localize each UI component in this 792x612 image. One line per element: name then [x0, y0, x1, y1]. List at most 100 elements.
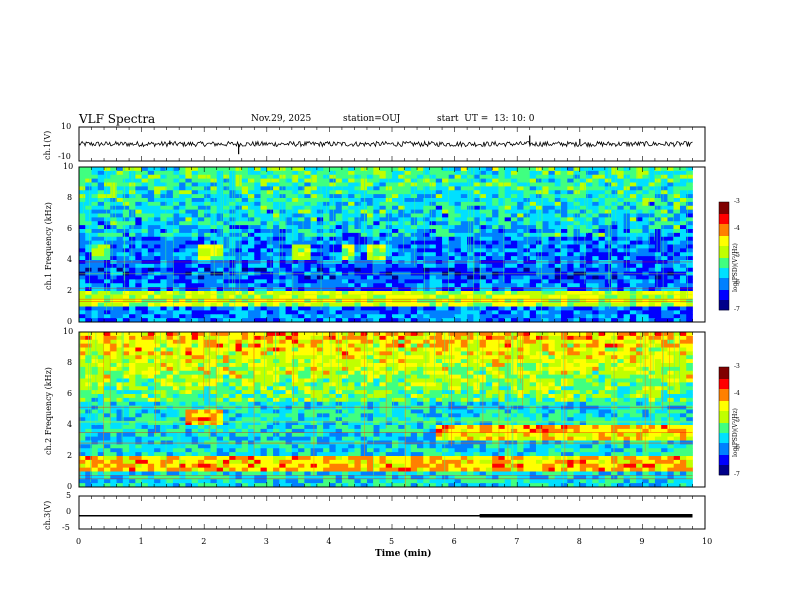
spectrogram-cell [298, 225, 305, 230]
spectrogram-cell [179, 374, 186, 379]
spectrogram-cell [554, 205, 562, 211]
spectrogram-cell [222, 267, 230, 273]
spectrogram-cell [604, 178, 612, 183]
spectrogram-cell [398, 314, 405, 319]
spectrogram-cell [172, 475, 180, 480]
spectrogram-cell [604, 217, 612, 222]
spectrogram-cell [79, 205, 86, 211]
spectrogram-cell [260, 256, 268, 261]
spectrogram-cell [104, 248, 111, 253]
spectrogram-cell [154, 463, 161, 469]
spectrogram-cell [79, 252, 86, 257]
spectrogram-cell [110, 267, 117, 273]
spectrogram-cell [260, 186, 268, 191]
spectrogram-cell [398, 298, 405, 304]
spectrogram-cell [172, 178, 180, 183]
spectrogram-cell [510, 190, 518, 195]
spectrogram-cell [185, 170, 193, 176]
spectrogram-cell [122, 374, 130, 379]
spectrogram-cell [79, 475, 86, 480]
spectrogram-cell [329, 291, 337, 296]
spectrogram-cell [617, 213, 625, 218]
spectrogram-cell [141, 339, 149, 345]
spectrogram-cell [204, 209, 211, 214]
spectrogram-cell [91, 198, 99, 203]
spectrogram-cell [248, 194, 255, 199]
spectrogram-cell [323, 229, 330, 234]
spectrogram-cell [110, 456, 117, 461]
spectrogram-cell [329, 283, 337, 288]
spectrogram-cell [410, 314, 418, 319]
spectrogram-cell [179, 432, 186, 438]
spectrogram-cell [442, 213, 449, 218]
spectrogram-cell [222, 275, 230, 280]
spectrogram-cell [686, 229, 693, 234]
spectrogram-cell [216, 221, 224, 226]
spectrogram-cell [110, 366, 117, 372]
spectrogram-cell [435, 232, 443, 238]
spectrogram-cell [91, 351, 99, 356]
spectrogram-cell [548, 287, 556, 292]
spectrogram-cell [673, 190, 681, 195]
spectrogram-cell [141, 302, 149, 307]
spectrogram-cell [154, 459, 161, 465]
spectrogram-cell [129, 479, 136, 484]
spectrogram-cell [629, 283, 637, 288]
spectrogram-cell [204, 205, 211, 211]
spectrogram-cell [592, 314, 599, 319]
spectrogram-cell [197, 302, 205, 307]
spectrogram-cell [661, 302, 668, 307]
spectrogram-cell [454, 287, 462, 292]
spectrogram-cell [404, 318, 412, 323]
spectrogram-cell [160, 236, 168, 242]
spectrogram-cell [498, 240, 506, 245]
spectrogram-cell [460, 209, 468, 214]
spectrogram-cell [172, 425, 180, 430]
spectrogram-cell [172, 291, 180, 296]
spectrogram-cell [204, 448, 211, 453]
spectrogram-cell [379, 194, 387, 199]
spectrogram-cell [97, 335, 105, 341]
spectrogram-cell [417, 194, 424, 199]
spectrogram-cell [160, 378, 168, 383]
spectrogram-cell [229, 343, 236, 348]
spectrogram-cell [216, 201, 224, 207]
spectrogram-cell [104, 436, 111, 441]
spectrogram-cell [686, 287, 693, 292]
spectrogram-cell [135, 314, 142, 319]
spectrogram-cell [222, 459, 230, 465]
spectrogram-cell [573, 267, 581, 273]
spectrogram-cell [185, 347, 193, 352]
spectrogram-cell [197, 432, 205, 438]
spectrogram-cell [179, 417, 186, 422]
spectrogram-cell [222, 221, 230, 226]
spectrogram-cell [579, 267, 587, 273]
spectrogram-cell [160, 374, 168, 379]
spectrogram-cell [197, 201, 205, 207]
spectrogram-cell [617, 170, 625, 176]
spectrogram-cell [241, 198, 249, 203]
spectrogram-cell [335, 283, 343, 288]
spectrogram-cell [279, 252, 286, 257]
spectrogram-cell [316, 283, 324, 288]
spectrogram-cell [354, 170, 362, 176]
spectrogram-cell [266, 236, 274, 242]
spectrogram-cell [460, 294, 468, 300]
spectrogram-cell [204, 467, 211, 472]
spectrogram-cell [179, 275, 186, 280]
spectrogram-cell [654, 194, 662, 199]
spectrogram-cell [260, 198, 268, 203]
spectrogram-cell [335, 256, 343, 261]
spectrogram-cell [417, 298, 424, 304]
spectrogram-cell [166, 283, 174, 288]
spectrogram-cell [216, 475, 224, 480]
spectrogram-cell [535, 291, 543, 296]
spectrogram-cell [329, 306, 337, 311]
spectrogram-cell [673, 213, 681, 218]
spectrogram-cell [429, 201, 437, 207]
spectrogram-cell [110, 194, 117, 199]
spectrogram-cell [529, 275, 537, 280]
spectrogram-cell [523, 283, 531, 288]
spectrogram-cell [104, 298, 111, 304]
spectrogram-cell [79, 432, 86, 438]
